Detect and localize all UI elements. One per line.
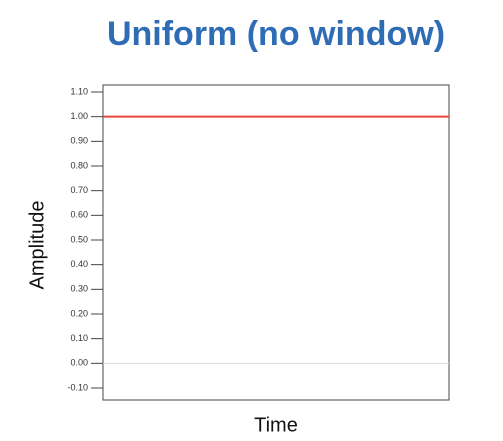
y-tick-label: 0.20 [70, 308, 88, 318]
y-tick-label: 0.10 [70, 333, 88, 343]
y-tick-label: 0.40 [70, 259, 88, 269]
y-tick-label: 0.00 [70, 358, 88, 368]
y-tick-label: 1.00 [70, 111, 88, 121]
y-tick-label: 0.50 [70, 234, 88, 244]
y-tick-label: 0.80 [70, 160, 88, 170]
y-tick-label: 0.30 [70, 284, 88, 294]
y-tick-label: 1.10 [70, 86, 88, 96]
y-tick-label: 0.90 [70, 136, 88, 146]
y-tick-label: 0.70 [70, 185, 88, 195]
y-tick-label: 0.60 [70, 210, 88, 220]
plot-frame [102, 84, 450, 401]
y-tick-label: -0.10 [67, 382, 88, 392]
chart-title: Uniform (no window) [107, 15, 445, 53]
x-axis-label: Time [254, 414, 298, 436]
y-axis-label: Amplitude [26, 201, 48, 290]
